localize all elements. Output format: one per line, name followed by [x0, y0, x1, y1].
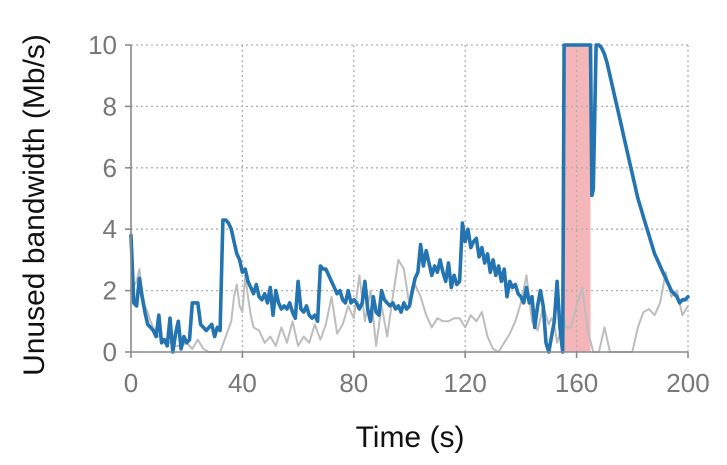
- tick-labels-layer: 0 40 80 120 160 200 0 2 4 6 8 10: [88, 30, 710, 398]
- series-line-primary: [129, 43, 690, 354]
- frame-layer: [125, 44, 689, 358]
- y-axis-label: Unused bandwidth (Mb/s): [18, 34, 51, 376]
- x-tick-label: 0: [124, 368, 138, 398]
- y-tick-label: 10: [88, 30, 117, 60]
- x-tick-label: 160: [555, 368, 598, 398]
- y-tick-label: 2: [103, 276, 117, 306]
- y-tick-label: 6: [103, 153, 117, 183]
- x-tick-label: 80: [339, 368, 368, 398]
- x-tick-label: 120: [444, 368, 487, 398]
- x-tick-label: 40: [228, 368, 257, 398]
- y-tick-label: 8: [103, 91, 117, 121]
- y-tick-label: 4: [103, 214, 117, 244]
- x-tick-label: 200: [666, 368, 709, 398]
- series-layer: [129, 43, 690, 354]
- x-axis-label: Time (s): [356, 421, 465, 454]
- y-tick-label: 0: [103, 337, 117, 367]
